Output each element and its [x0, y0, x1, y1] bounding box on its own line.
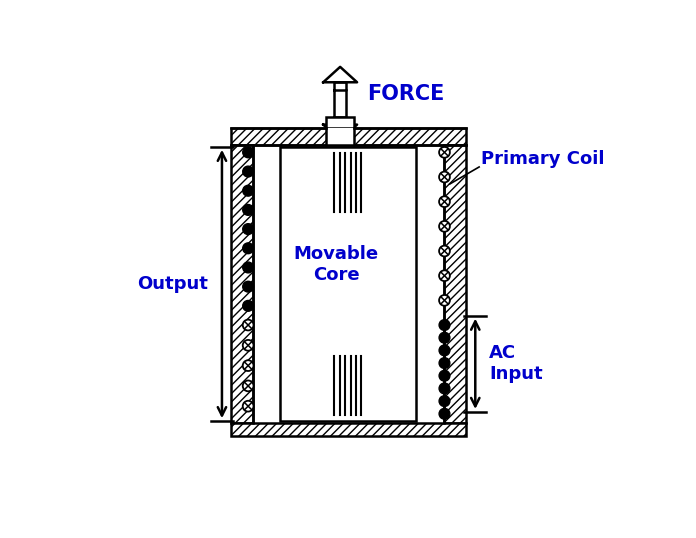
Circle shape — [439, 270, 450, 281]
Circle shape — [243, 185, 253, 196]
Circle shape — [439, 408, 450, 419]
Text: AC
Input: AC Input — [489, 344, 543, 383]
Circle shape — [439, 221, 450, 232]
Bar — [445, 145, 466, 423]
Circle shape — [243, 340, 253, 351]
Circle shape — [243, 147, 253, 158]
Circle shape — [439, 345, 450, 356]
Circle shape — [439, 196, 450, 207]
Text: Movable
Core: Movable Core — [294, 245, 379, 284]
Text: Output: Output — [137, 275, 208, 293]
Circle shape — [439, 358, 450, 369]
Circle shape — [243, 166, 253, 177]
Circle shape — [439, 320, 450, 330]
Bar — [231, 129, 466, 145]
Circle shape — [439, 172, 450, 182]
Circle shape — [243, 204, 253, 215]
Circle shape — [439, 396, 450, 407]
Bar — [253, 145, 445, 423]
Text: Primary Coil: Primary Coil — [482, 150, 605, 168]
Circle shape — [439, 370, 450, 381]
Circle shape — [243, 360, 253, 371]
Bar — [231, 145, 253, 423]
Circle shape — [243, 380, 253, 391]
Bar — [326, 117, 354, 129]
Bar — [326, 128, 354, 146]
Text: FORCE: FORCE — [367, 84, 445, 104]
Circle shape — [243, 320, 253, 330]
Bar — [280, 147, 416, 421]
Circle shape — [439, 383, 450, 394]
Circle shape — [439, 332, 450, 343]
Circle shape — [439, 295, 450, 306]
Circle shape — [243, 243, 253, 254]
Circle shape — [243, 262, 253, 273]
Circle shape — [243, 401, 253, 412]
Circle shape — [243, 300, 253, 312]
Bar — [231, 423, 466, 436]
Circle shape — [243, 281, 253, 292]
Circle shape — [439, 147, 450, 158]
Circle shape — [439, 246, 450, 257]
Circle shape — [243, 224, 253, 235]
